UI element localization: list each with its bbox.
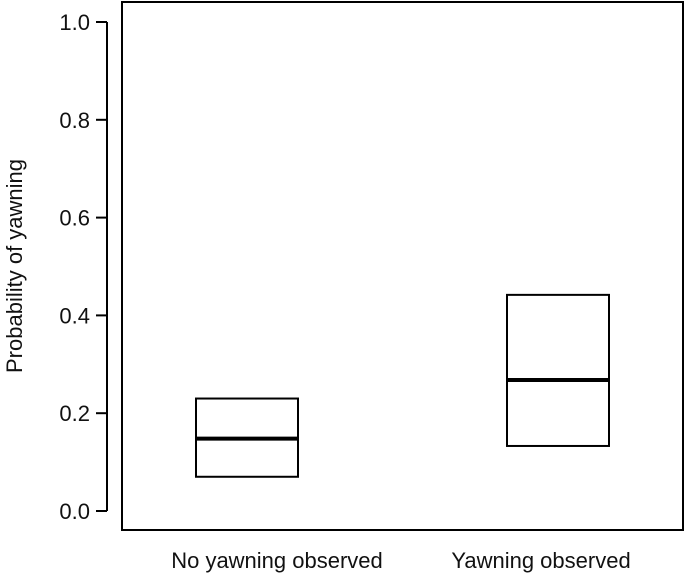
y-tick-label: 0.6	[59, 206, 90, 231]
x-category-label: Yawning observed	[451, 548, 630, 573]
y-tick-label: 0.2	[59, 401, 90, 426]
y-tick-label: 1.0	[59, 10, 90, 35]
plot-frame	[121, 1, 684, 531]
y-tick-label: 0.8	[59, 108, 90, 133]
boxes	[195, 293, 610, 478]
x-axis-labels: No yawning observed Yawning observed	[171, 548, 630, 573]
y-axis: 0.0 0.2 0.4 0.6 0.8 1.0	[59, 10, 108, 524]
y-ticks: 0.0 0.2 0.4 0.6 0.8 1.0	[59, 10, 107, 524]
box-2	[506, 293, 610, 447]
y-axis-title: Probability of yawning	[2, 159, 27, 373]
y-tick-label: 0.4	[59, 303, 90, 328]
x-category-label: No yawning observed	[171, 548, 383, 573]
y-tick-label: 0.0	[59, 499, 90, 524]
